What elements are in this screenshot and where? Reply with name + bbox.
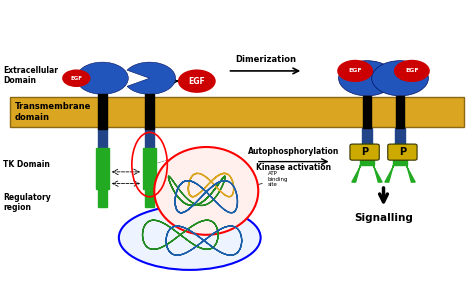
Ellipse shape [119, 206, 261, 270]
Bar [10, 97, 464, 126]
FancyBboxPatch shape [350, 144, 379, 160]
Text: Autophosphorylation: Autophosphorylation [248, 147, 339, 156]
Bar [98, 94, 107, 129]
Bar [393, 144, 407, 165]
Bar [363, 96, 371, 128]
Bar [362, 128, 372, 144]
Bar [396, 96, 404, 128]
Text: Dimerization: Dimerization [235, 55, 296, 64]
Polygon shape [374, 165, 382, 182]
Bar [395, 128, 405, 144]
Bar [146, 189, 154, 207]
Bar [145, 128, 155, 148]
Text: Transmembrane
domain: Transmembrane domain [15, 102, 91, 122]
Text: TK Domain: TK Domain [3, 160, 50, 169]
Polygon shape [352, 165, 360, 182]
FancyBboxPatch shape [388, 144, 417, 160]
Text: EGF: EGF [405, 69, 419, 74]
Bar [98, 189, 107, 207]
Bar [98, 128, 107, 148]
Text: Kinase activation: Kinase activation [256, 163, 331, 172]
Text: Extracellular
Domain: Extracellular Domain [3, 66, 58, 85]
Circle shape [62, 69, 91, 87]
Text: ATP
binding
site: ATP binding site [238, 171, 288, 191]
Circle shape [338, 61, 395, 96]
Text: EGF: EGF [70, 76, 82, 81]
Ellipse shape [155, 147, 258, 235]
Circle shape [394, 60, 430, 82]
Circle shape [76, 62, 128, 94]
Polygon shape [407, 165, 415, 182]
Circle shape [178, 69, 216, 93]
Text: P: P [361, 147, 368, 157]
Bar [146, 94, 154, 129]
Bar [143, 148, 156, 189]
Text: Regulatory
region: Regulatory region [3, 193, 51, 212]
Bar [96, 148, 109, 189]
Circle shape [337, 60, 373, 82]
Wedge shape [127, 62, 175, 94]
Text: EGF: EGF [189, 77, 205, 86]
Text: Signalling: Signalling [354, 213, 413, 223]
Text: EGF: EGF [348, 69, 362, 74]
Bar [360, 144, 374, 165]
Circle shape [372, 61, 428, 96]
Text: P: P [399, 147, 406, 157]
Polygon shape [385, 165, 393, 182]
